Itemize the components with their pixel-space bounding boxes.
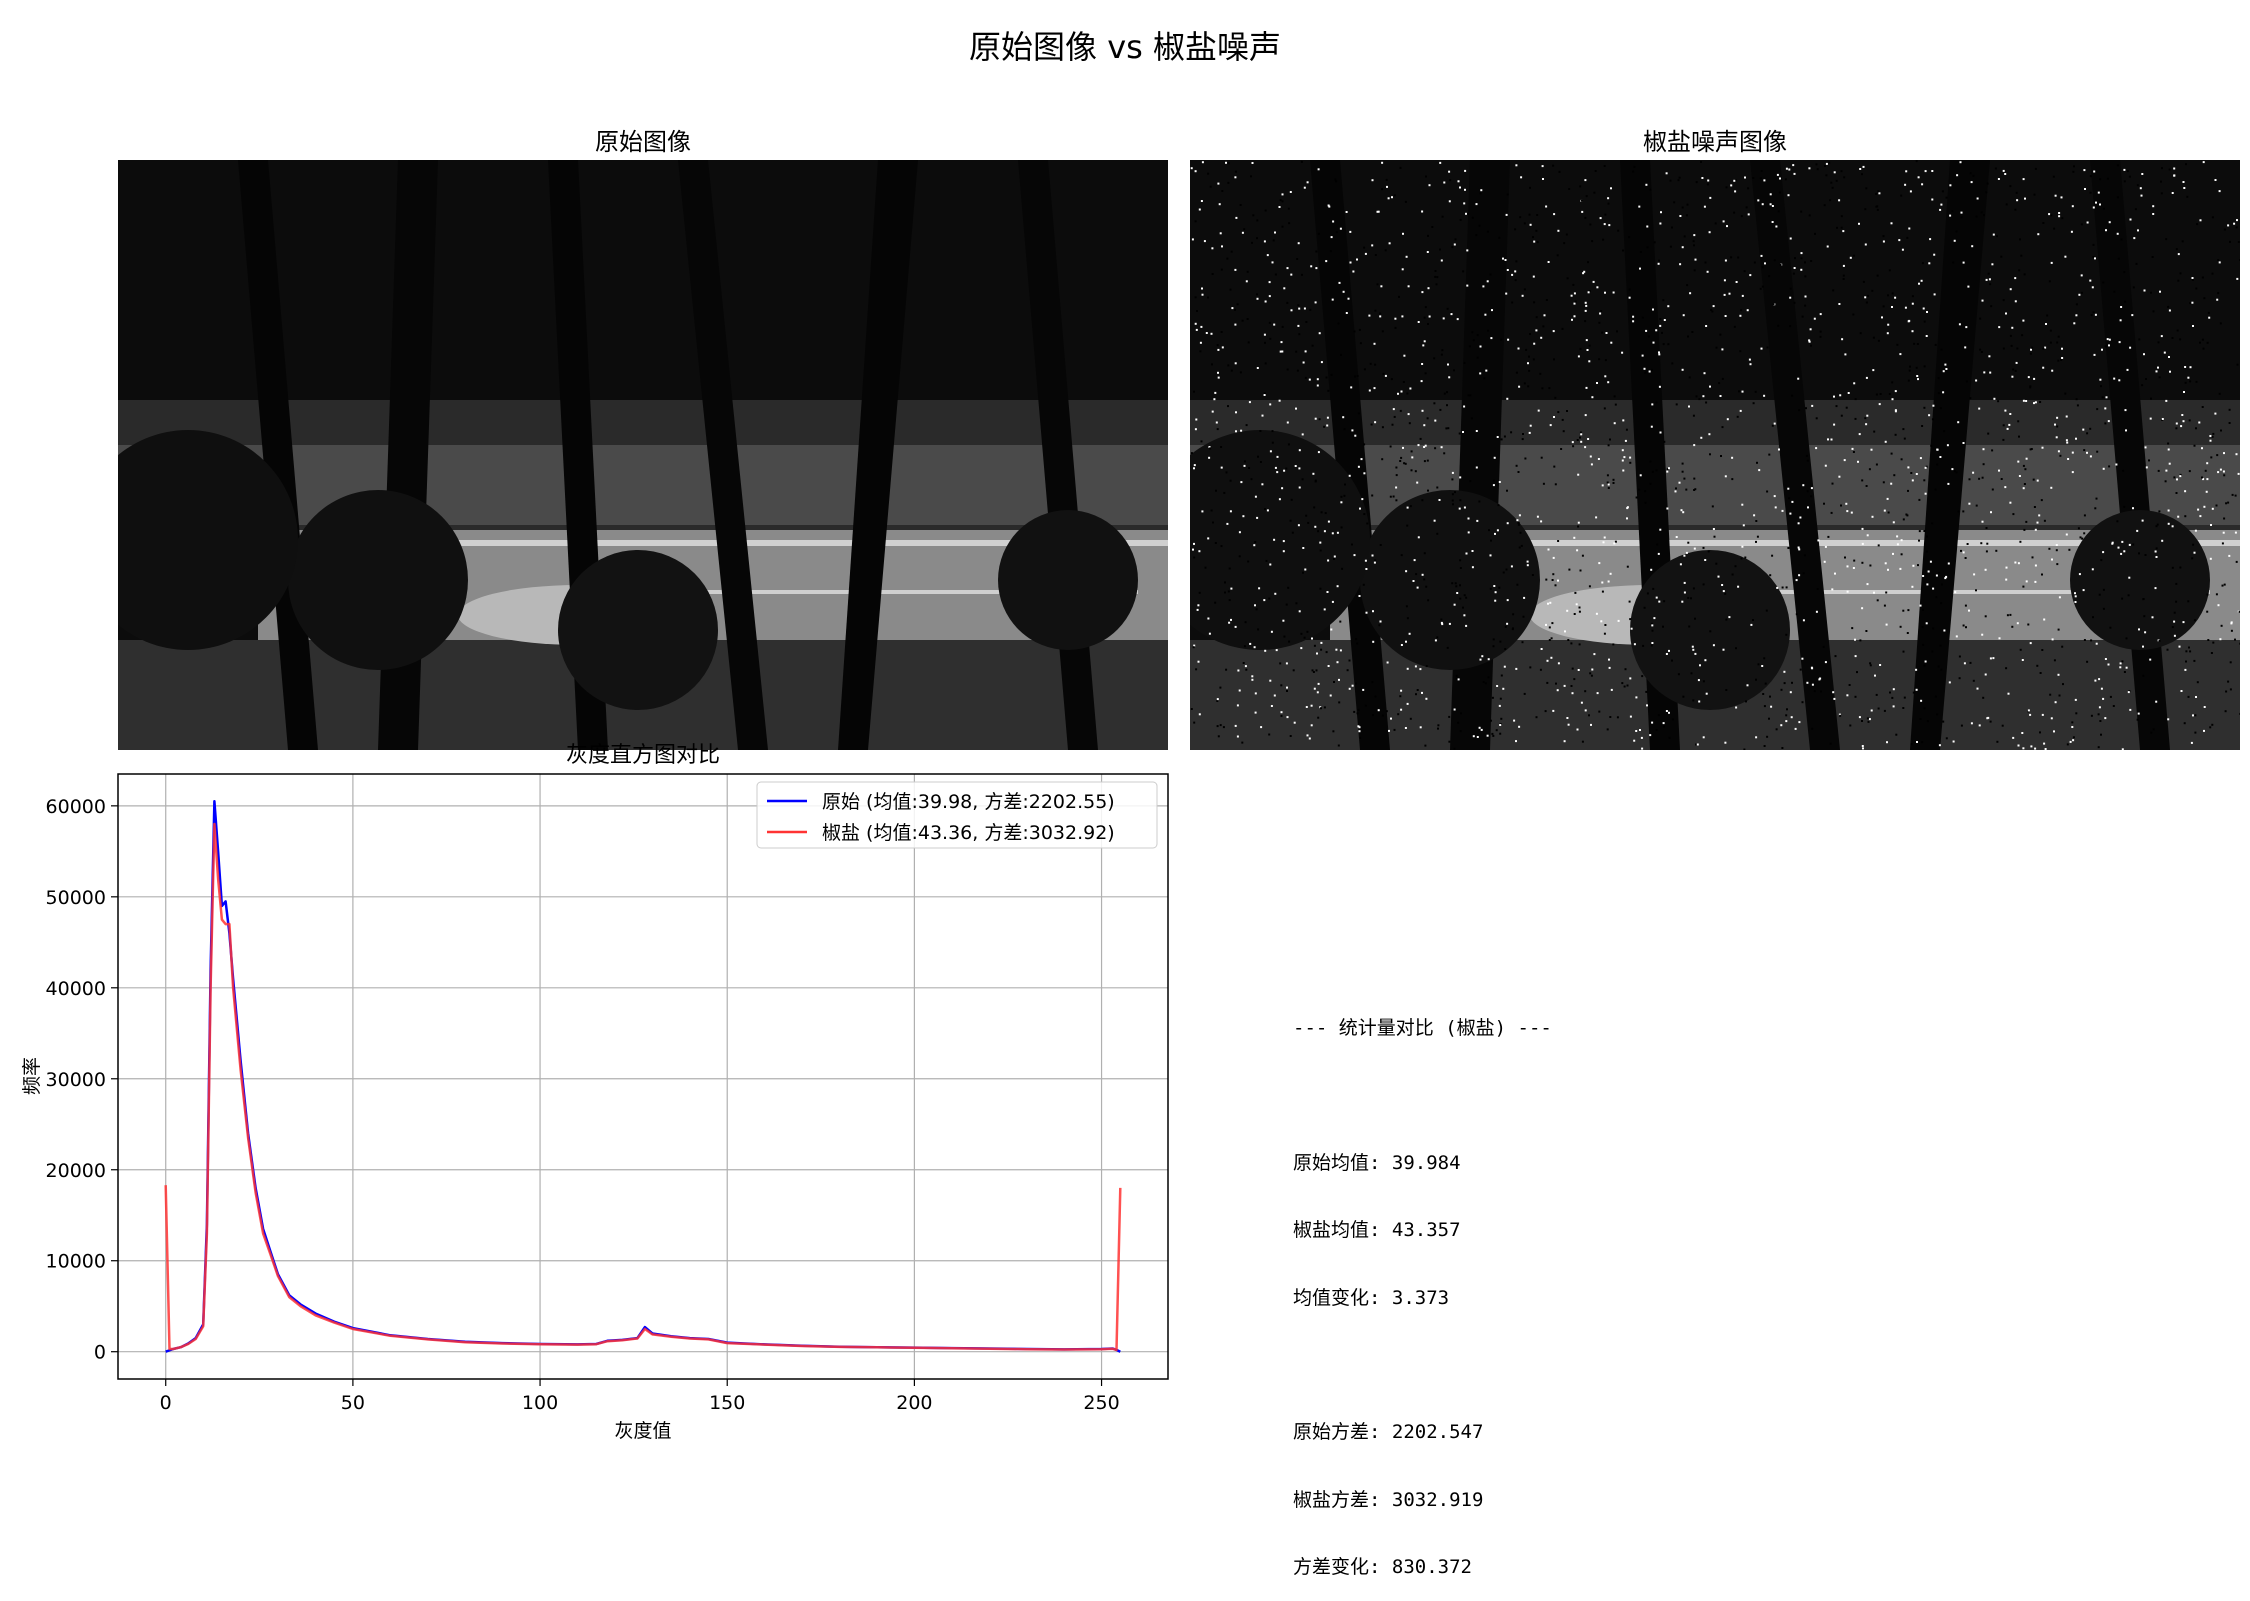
x-tick-label: 50 (341, 1392, 365, 1414)
legend-label-original: 原始 (均值:39.98, 方差:2202.55) (822, 791, 1115, 813)
x-tick-label: 100 (522, 1392, 558, 1414)
stats-mean-original: 原始均值: 39.984 (1293, 1151, 1461, 1174)
x-tick-label: 200 (896, 1392, 932, 1414)
histogram-chart: 灰度直方图对比 0 50 100 150 200 250 0 10000 20000 30000 4… (21, 743, 1169, 1442)
chart-ticks: 0 50 100 150 200 250 0 10000 20000 30000 40000 5000… (46, 796, 1120, 1414)
stats-panel: --- 统计量对比 (椒盐) --- 原始均值: 39.984 椒盐均值: 43… (1293, 972, 1552, 1601)
chart-grid (118, 774, 1168, 1379)
series-line-noisy (164, 822, 1122, 1352)
y-tick-label: 10000 (46, 1251, 106, 1273)
original-image-scene (118, 160, 1168, 750)
chart-series (164, 800, 1122, 1353)
noisy-image (1190, 160, 2240, 750)
x-axis-label: 灰度值 (614, 1420, 671, 1442)
y-tick-label: 60000 (46, 796, 106, 818)
original-image (118, 160, 1168, 750)
legend-box (756, 781, 1158, 849)
stats-var-change: 方差变化: 830.372 (1293, 1556, 1472, 1578)
x-tick-label: 150 (709, 1392, 745, 1414)
x-tick-label: 0 (160, 1392, 172, 1414)
chart-legend: 原始 (均值:39.98, 方差:2202.55) 椒盐 (均值:43.36, … (756, 781, 1158, 849)
y-tick-label: 20000 (46, 1160, 106, 1182)
plot-frame (117, 773, 1169, 1380)
salt-pepper-noise (1190, 160, 2240, 750)
stats-var-original: 原始方差: 2202.547 (1293, 1421, 1484, 1443)
stats-mean-change: 均值变化: 3.373 (1293, 1286, 1450, 1309)
figure-title: 原始图像 vs 椒盐噪声 (969, 28, 1281, 66)
stats-header: --- 统计量对比 (椒盐) --- (1293, 1017, 1552, 1039)
noisy-image-title: 椒盐噪声图像 (1643, 128, 1787, 156)
y-tick-label: 50000 (46, 887, 106, 909)
chart-title: 灰度直方图对比 (566, 743, 720, 768)
noisy-image-scene (1190, 160, 2240, 750)
series-line-original (165, 800, 1121, 1353)
stats-mean-noisy: 椒盐均值: 43.357 (1293, 1219, 1461, 1241)
y-tick-label: 0 (94, 1342, 106, 1364)
x-tick-label: 250 (1083, 1392, 1119, 1414)
y-axis-label: 频率 (21, 1057, 43, 1095)
y-tick-label: 40000 (46, 978, 106, 1000)
legend-label-noisy: 椒盐 (均值:43.36, 方差:3032.92) (822, 822, 1115, 844)
original-image-title: 原始图像 (595, 128, 691, 156)
y-tick-label: 30000 (46, 1069, 106, 1091)
